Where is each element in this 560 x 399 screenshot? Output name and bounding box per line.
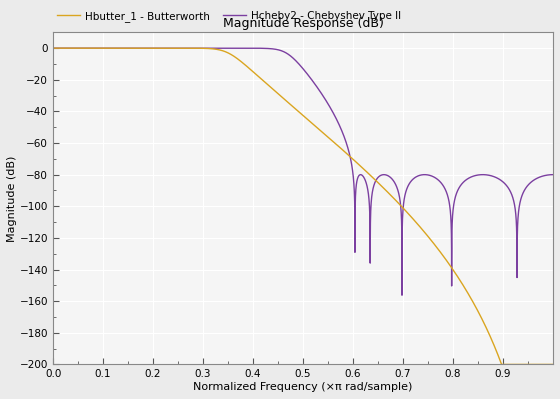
Hcheby2 - Chebyshev Type II <box>451 200 458 205</box>
Line: Hbutter_1 - Butterworth: Hbutter_1 - Butterworth <box>53 48 553 364</box>
Hcheby2 - Chebyshev Type II <box>550 172 557 177</box>
Hcheby2 - Chebyshev Type II <box>50 46 57 51</box>
Title: Magnitude Response (dB): Magnitude Response (dB) <box>223 17 384 30</box>
Hbutter_1 - Butterworth <box>370 176 377 181</box>
Hbutter_1 - Butterworth <box>355 162 362 167</box>
Hbutter_1 - Butterworth <box>113 46 119 51</box>
Hcheby2 - Chebyshev Type II <box>59 46 66 51</box>
Hcheby2 - Chebyshev Type II <box>399 293 405 298</box>
Hbutter_1 - Butterworth <box>451 269 458 274</box>
X-axis label: Normalized Frequency (×π rad/sample): Normalized Frequency (×π rad/sample) <box>193 382 413 392</box>
Hbutter_1 - Butterworth <box>498 362 505 367</box>
Hbutter_1 - Butterworth <box>550 362 557 367</box>
Hbutter_1 - Butterworth <box>198 46 204 51</box>
Hcheby2 - Chebyshev Type II <box>113 46 119 51</box>
Hbutter_1 - Butterworth <box>479 317 486 322</box>
Legend: Hbutter_1 - Butterworth, Hcheby2 - Chebyshev Type II: Hbutter_1 - Butterworth, Hcheby2 - Cheby… <box>53 6 405 26</box>
Hcheby2 - Chebyshev Type II <box>355 174 362 179</box>
Hcheby2 - Chebyshev Type II <box>370 184 377 188</box>
Hcheby2 - Chebyshev Type II <box>479 172 486 177</box>
Hbutter_1 - Butterworth <box>50 46 57 51</box>
Hbutter_1 - Butterworth <box>54 46 61 51</box>
Line: Hcheby2 - Chebyshev Type II: Hcheby2 - Chebyshev Type II <box>53 48 553 295</box>
Hcheby2 - Chebyshev Type II <box>198 46 204 51</box>
Y-axis label: Magnitude (dB): Magnitude (dB) <box>7 155 17 241</box>
